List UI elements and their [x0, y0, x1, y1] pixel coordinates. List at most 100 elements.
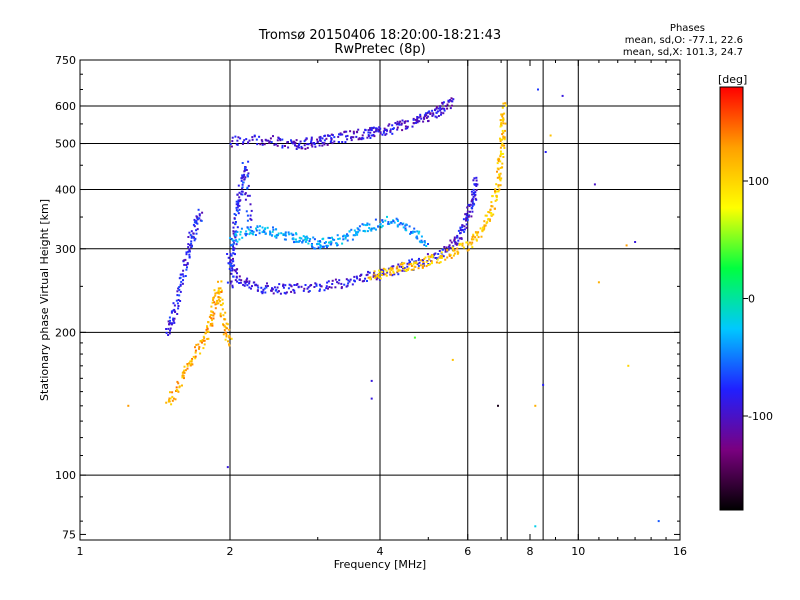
y-tick-label: 400 [55, 184, 76, 197]
echo-point [474, 236, 477, 239]
echo-point [412, 268, 415, 271]
echo-point [499, 160, 502, 163]
echo-point [464, 213, 467, 216]
echo-point [396, 265, 399, 268]
echo-point [465, 216, 468, 219]
echo-point [494, 190, 496, 193]
echo-point [413, 336, 416, 339]
echo-point [294, 238, 297, 241]
echo-point [232, 260, 235, 263]
echo-point [244, 198, 247, 201]
echo-point [241, 183, 244, 186]
echo-point [316, 141, 319, 144]
echo-point [400, 123, 403, 126]
echo-point [382, 130, 385, 133]
x-tick-label: 4 [377, 545, 384, 558]
echo-point [209, 324, 212, 327]
echo-point [220, 280, 223, 283]
echo-point [341, 133, 344, 136]
echo-point [348, 280, 351, 283]
echo-point [364, 230, 367, 233]
echo-point [368, 227, 371, 229]
echo-point [391, 267, 394, 270]
echo-point [418, 257, 420, 260]
echo-point [300, 285, 303, 288]
echo-point [304, 236, 307, 239]
echo-point [411, 258, 413, 261]
echo-point [260, 290, 263, 293]
echo-point [410, 265, 413, 267]
echo-point [344, 234, 347, 237]
echo-point [502, 117, 505, 120]
echo-point [409, 232, 412, 235]
echo-point [447, 99, 450, 102]
echo-point [443, 246, 446, 248]
echo-point [215, 291, 218, 294]
echo-point [350, 228, 353, 231]
echo-point [593, 183, 596, 186]
echo-point [427, 115, 430, 118]
echo-point [330, 137, 333, 140]
echo-point [293, 291, 296, 294]
echo-point [346, 233, 348, 236]
echo-point [352, 130, 355, 133]
echo-point [322, 237, 325, 240]
echo-point [311, 142, 314, 145]
colorbar-tick-label: -100 [748, 410, 773, 423]
echo-point [465, 219, 467, 222]
echo-point [231, 269, 234, 272]
echo-point [169, 319, 171, 322]
echo-point [425, 112, 427, 115]
echo-point [325, 244, 328, 247]
echo-point [287, 141, 289, 143]
echo-point [188, 249, 191, 252]
echo-point [169, 327, 172, 330]
echo-point [269, 232, 272, 235]
echo-point [354, 280, 356, 283]
echo-point [391, 124, 394, 127]
echo-point [498, 173, 500, 176]
echo-point [421, 241, 424, 244]
echo-point [404, 224, 407, 227]
echo-point [242, 141, 245, 144]
echo-point [246, 194, 249, 197]
echo-point [174, 311, 177, 313]
echo-point [264, 232, 267, 235]
echo-point [328, 237, 331, 239]
echo-point [236, 143, 239, 146]
echo-point [434, 115, 437, 118]
echo-point [264, 285, 267, 288]
echo-point [275, 288, 278, 291]
echo-point [310, 243, 313, 246]
echo-point [251, 285, 253, 288]
echo-point [415, 121, 417, 124]
echo-point [465, 214, 468, 217]
echo-point [199, 340, 202, 343]
echo-point [231, 284, 234, 287]
echo-point [461, 226, 464, 229]
echo-point [415, 262, 418, 265]
echo-point [230, 272, 233, 275]
echo-point [416, 230, 419, 233]
echo-point [323, 142, 326, 145]
echo-point [222, 333, 225, 336]
echo-point [471, 238, 474, 241]
echo-point [290, 285, 293, 288]
echo-point [459, 229, 462, 231]
echo-point [182, 275, 185, 278]
echo-point [239, 233, 242, 236]
echo-point [399, 269, 402, 272]
echo-point [379, 277, 382, 280]
echo-point [417, 232, 420, 235]
echo-point [307, 143, 310, 146]
echo-point [471, 197, 474, 200]
echo-point [403, 268, 406, 271]
echo-point [235, 206, 238, 209]
echo-point [452, 249, 455, 252]
echo-point [178, 294, 181, 297]
echo-point [369, 137, 372, 139]
echo-point [185, 268, 188, 271]
echo-point [232, 239, 235, 242]
echo-point [245, 210, 248, 213]
echo-point [403, 262, 406, 265]
